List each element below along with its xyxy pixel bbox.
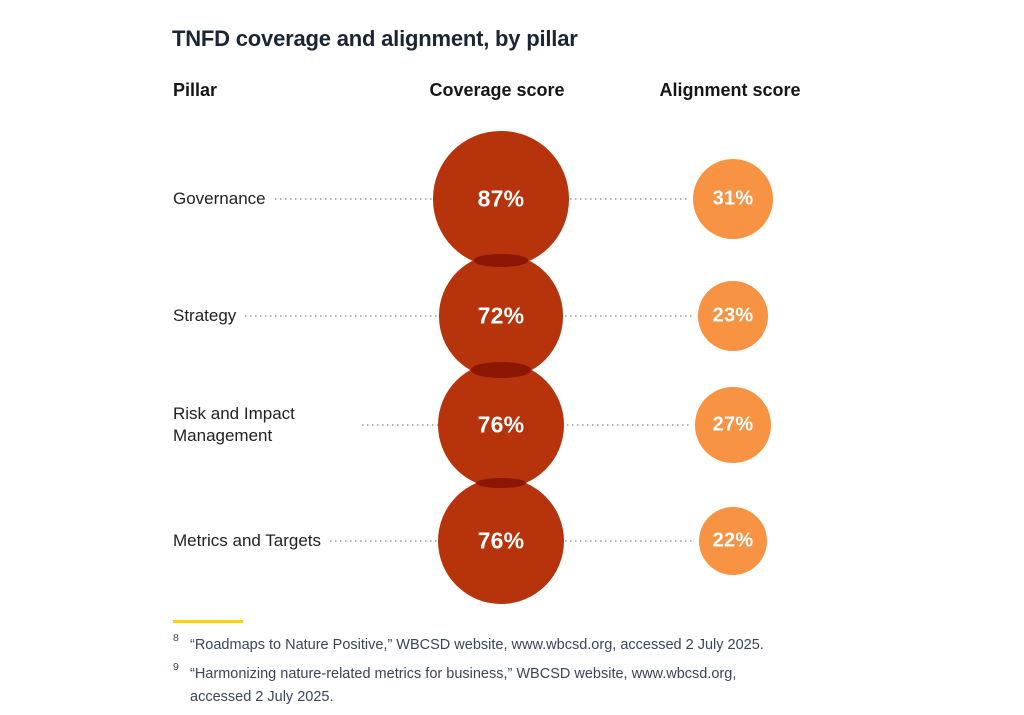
chart-row: Strategy <box>173 282 694 350</box>
coverage-bubble <box>433 131 569 267</box>
chart-row: Metrics and Targets <box>173 507 694 575</box>
row-label: Metrics and Targets <box>173 530 322 550</box>
alignment-value: 22% <box>712 529 754 552</box>
footnote-marker: 8 <box>173 632 179 644</box>
footnote: 9 “Harmonizing nature-related metrics fo… <box>173 661 797 708</box>
footnote-divider <box>173 620 243 623</box>
coverage-value: 76% <box>477 411 525 438</box>
coverage-bubble <box>439 254 563 378</box>
chart-row: Governance <box>173 165 688 233</box>
column-header-pillar: Pillar <box>173 80 218 100</box>
alignment-value: 23% <box>712 304 754 327</box>
coverage-bubble <box>437 361 565 489</box>
alignment-bubble <box>692 158 774 240</box>
coverage-value: 72% <box>477 302 525 329</box>
alignment-value: 31% <box>712 187 754 210</box>
alignment-bubble <box>695 387 771 463</box>
footnotes: 8 “Roadmaps to Nature Positive,” WBCSD w… <box>173 632 797 715</box>
alignment-value: 27% <box>712 413 754 436</box>
row-label: Strategy <box>173 305 237 325</box>
footnote-text: “Harmonizing nature-related metrics for … <box>190 666 737 705</box>
bubble-overlap <box>475 477 527 489</box>
column-header-alignment-score: Alignment score <box>659 80 801 100</box>
bubble-overlap <box>470 361 532 378</box>
footnote-text: “Roadmaps to Nature Positive,” WBCSD web… <box>190 637 764 653</box>
bubble-overlap <box>473 254 529 267</box>
figure-title: TNFD coverage and alignment, by pillar <box>172 26 578 51</box>
row-label: Governance <box>173 188 266 208</box>
coverage-bubble <box>437 477 565 605</box>
coverage-value: 76% <box>477 527 525 554</box>
column-header-coverage-score: Coverage score <box>429 80 565 100</box>
alignment-bubble <box>698 281 768 351</box>
footnote: 8 “Roadmaps to Nature Positive,” WBCSD w… <box>173 632 797 656</box>
row-label: Risk and Impact Management <box>173 403 295 445</box>
chart-row: Risk and Impact Management <box>173 391 691 459</box>
footnote-marker: 9 <box>173 661 179 674</box>
alignment-bubble <box>698 506 767 575</box>
coverage-value: 87% <box>477 185 525 212</box>
